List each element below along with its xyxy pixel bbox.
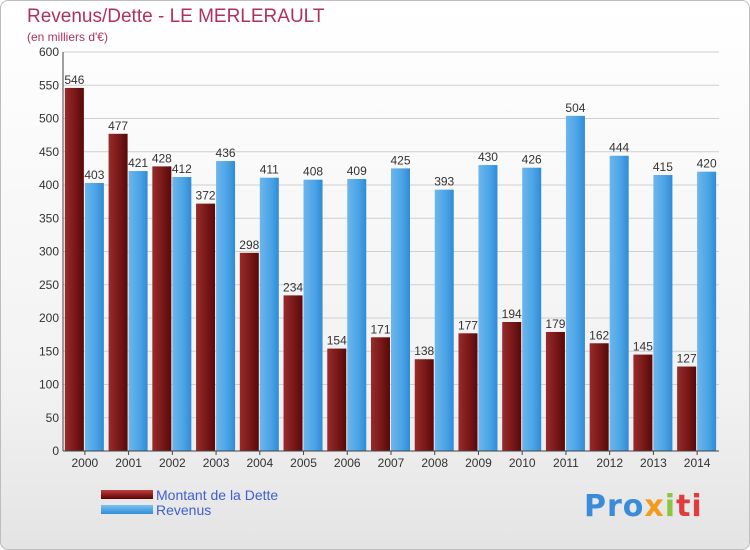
bar-debt: [545, 331, 565, 451]
bar-revenue: [478, 165, 498, 452]
x-tick-label: 2003: [203, 456, 230, 470]
data-label: 393: [434, 175, 454, 189]
bar-debt: [196, 203, 216, 451]
data-label: 298: [239, 238, 259, 252]
x-tick-label: 2009: [465, 456, 492, 470]
data-label: 444: [609, 141, 629, 155]
bar-debt: [677, 366, 697, 451]
bar-debt: [633, 354, 653, 451]
data-label: 436: [216, 146, 236, 160]
bar-debt: [283, 295, 303, 451]
bar-revenue: [303, 179, 323, 451]
x-tick-label: 2005: [290, 456, 317, 470]
data-label: 179: [545, 317, 565, 331]
bar-revenue: [84, 183, 104, 451]
x-tick-label: 2011: [553, 456, 579, 470]
data-label: 171: [370, 322, 390, 336]
bar-debt: [502, 321, 522, 451]
x-tick-label: 2006: [334, 456, 361, 470]
data-label: 194: [502, 307, 522, 321]
data-label: 430: [478, 150, 498, 164]
bar-debt: [239, 252, 259, 451]
data-label: 154: [327, 334, 347, 348]
bar-revenue: [434, 189, 454, 451]
data-label: 145: [633, 340, 653, 354]
bar-debt: [414, 359, 434, 451]
x-tick-label: 2008: [421, 456, 448, 470]
y-tick-label: 600: [39, 45, 59, 59]
bar-debt: [64, 87, 84, 451]
bar-revenue: [259, 177, 279, 451]
y-tick-label: 550: [39, 78, 59, 92]
y-tick-label: 300: [39, 245, 59, 259]
y-tick-label: 250: [39, 278, 59, 292]
chart-title: Revenus/Dette - LE MERLERAULT: [27, 6, 325, 27]
data-label: 162: [589, 328, 609, 342]
data-label: 428: [152, 151, 172, 165]
data-label: 177: [458, 318, 478, 332]
bar-revenue: [697, 171, 717, 451]
legend-label-revenue: Revenus: [156, 502, 212, 518]
x-tick-label: 2002: [159, 456, 186, 470]
bar-debt: [371, 337, 390, 451]
bar-revenue: [172, 177, 192, 451]
legend-swatch-revenue: [101, 505, 153, 514]
bar-debt: [108, 133, 128, 452]
x-tick-label: 2014: [684, 456, 711, 470]
y-tick-label: 450: [39, 145, 59, 159]
bar-debt: [327, 348, 347, 451]
bar-revenue: [565, 115, 585, 451]
bar-revenue: [216, 161, 236, 451]
data-label: 425: [390, 153, 410, 167]
x-tick-label: 2007: [378, 456, 405, 470]
data-label: 477: [108, 119, 128, 133]
data-label: 127: [677, 352, 697, 366]
data-label: 421: [128, 156, 148, 170]
chart-subtitle: (en milliers d'€): [27, 30, 108, 44]
y-tick-label: 350: [39, 211, 59, 225]
bar-debt: [589, 343, 609, 451]
data-label: 372: [196, 189, 216, 203]
y-tick-label: 400: [39, 178, 59, 192]
data-label: 138: [414, 344, 434, 358]
bar-revenue: [391, 168, 410, 451]
data-label: 504: [565, 101, 585, 115]
y-tick-label: 200: [39, 311, 59, 325]
x-tick-label: 2012: [596, 456, 623, 470]
legend-label-debt: Montant de la Dette: [156, 487, 279, 503]
data-label: 412: [172, 162, 192, 176]
data-label: 403: [84, 168, 104, 182]
bar-revenue: [522, 167, 542, 451]
bar-revenue: [653, 175, 673, 451]
y-tick-label: 50: [46, 411, 60, 425]
x-tick-label: 2001: [115, 456, 142, 470]
bar-debt: [458, 333, 478, 451]
data-label: 426: [522, 153, 542, 167]
bar-revenue: [128, 171, 148, 451]
x-tick-label: 2004: [246, 456, 273, 470]
data-label: 546: [64, 73, 84, 87]
y-tick-label: 100: [39, 378, 59, 392]
data-label: 234: [283, 280, 303, 294]
legend-swatch-debt: [101, 490, 153, 499]
data-label: 408: [303, 165, 323, 179]
y-tick-label: 150: [39, 344, 59, 358]
x-tick-label: 2013: [640, 456, 667, 470]
data-label: 420: [697, 157, 717, 171]
data-label: 415: [653, 160, 673, 174]
proxiti-logo: Proxiti: [584, 489, 703, 524]
data-label: 409: [347, 164, 367, 178]
data-label: 411: [260, 163, 279, 177]
bar-revenue: [609, 155, 629, 452]
x-tick-label: 2010: [509, 456, 536, 470]
bar-debt: [152, 166, 172, 451]
x-tick-label: 2000: [72, 456, 99, 470]
bar-revenue: [347, 179, 367, 451]
y-tick-label: 0: [52, 444, 59, 458]
y-tick-label: 500: [39, 112, 59, 126]
